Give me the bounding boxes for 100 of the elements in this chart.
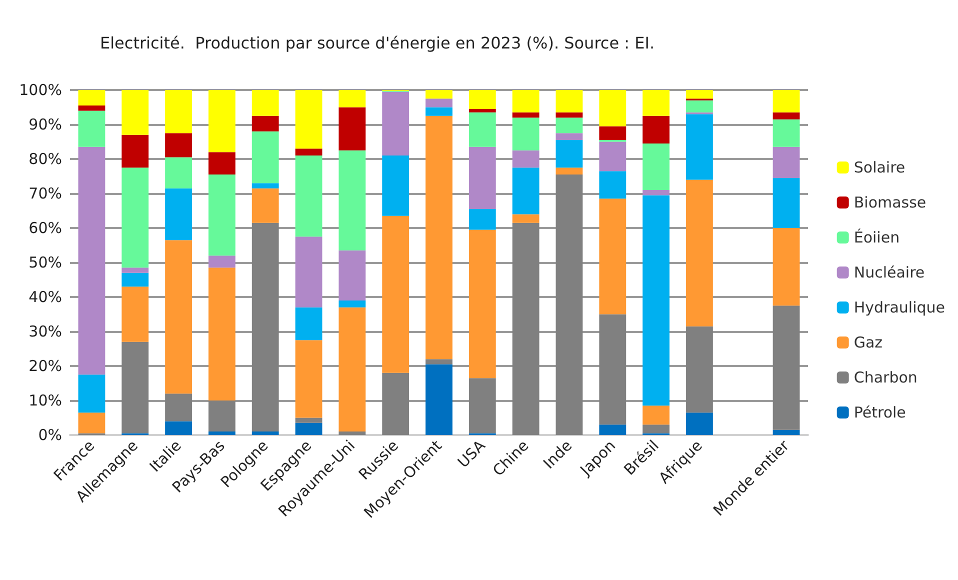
bar: [165, 133, 192, 158]
bar: [78, 90, 106, 106]
y-tick-label: 90%: [28, 116, 62, 134]
bar: [426, 98, 452, 108]
bar: [512, 112, 540, 118]
y-tick-label: 70%: [28, 184, 62, 202]
bar: [338, 90, 366, 108]
bar: [165, 394, 192, 422]
bar: [165, 240, 192, 394]
bar: [642, 190, 670, 196]
bar: [295, 418, 322, 423]
bar: [426, 116, 452, 360]
bar: [468, 378, 496, 434]
bar: [122, 134, 149, 168]
bar: [772, 146, 800, 178]
bar: [468, 112, 496, 147]
bar: [78, 374, 106, 413]
bar: [556, 118, 583, 134]
bar: [208, 268, 236, 400]
bar: [338, 432, 366, 435]
bar: [338, 150, 366, 250]
bar: [512, 90, 540, 112]
bar: [295, 236, 322, 308]
bar: [599, 314, 626, 425]
x-tick-label: USA: [454, 436, 490, 472]
y-tick-label: 0%: [38, 426, 62, 444]
bar: [642, 116, 670, 144]
bar: [426, 359, 452, 364]
bar: [772, 90, 800, 112]
legend-label: Biomasse: [854, 194, 926, 212]
bar: [642, 195, 670, 406]
bar: [426, 90, 452, 99]
bar: [338, 307, 366, 432]
bar: [122, 272, 149, 287]
y-tick-label: 50%: [28, 254, 62, 272]
bar: [468, 146, 496, 210]
legend-label: Éoiien: [854, 228, 900, 246]
bar: [599, 198, 626, 314]
bar: [772, 112, 800, 120]
bar: [686, 326, 713, 413]
bar: [382, 92, 410, 156]
y-tick-label: 30%: [28, 322, 62, 340]
y-tick-label: 60%: [28, 219, 62, 237]
bar: [468, 230, 496, 378]
y-tick-label: 40%: [28, 288, 62, 306]
bar: [512, 118, 540, 150]
legend-label: Charbon: [854, 368, 918, 386]
bar: [122, 342, 149, 434]
legend-label: Pétrole: [854, 404, 906, 422]
bar: [295, 307, 322, 340]
bar: [382, 372, 410, 435]
bar: [556, 140, 583, 168]
bar: [295, 340, 322, 418]
bar: [165, 188, 192, 240]
bar: [122, 268, 149, 273]
bar: [78, 412, 106, 434]
bar: [772, 178, 800, 228]
bar: [772, 430, 800, 435]
bar: [599, 171, 626, 199]
bar: [208, 90, 236, 152]
bar: [468, 209, 496, 230]
bar: [686, 90, 713, 99]
y-tick-label: 100%: [19, 81, 62, 99]
bar: [78, 106, 106, 111]
bar: [556, 174, 583, 435]
bar: [426, 107, 452, 116]
bar: [208, 152, 236, 175]
bar: [599, 126, 626, 140]
bar: [772, 306, 800, 430]
bar: [382, 156, 410, 216]
bar: [512, 222, 540, 435]
bar: [295, 90, 322, 149]
legend-label: Hydraulique: [854, 298, 946, 316]
bar: [252, 116, 279, 132]
bar: [208, 400, 236, 432]
bar: [642, 424, 670, 434]
bar: [772, 228, 800, 306]
bar: [165, 90, 192, 134]
bar: [252, 90, 279, 116]
legend-label: Solaire: [854, 158, 906, 176]
bar: [295, 156, 322, 237]
bar: [642, 90, 670, 116]
bar: [252, 188, 279, 223]
bar: [556, 90, 583, 112]
bar: [599, 90, 626, 126]
bar: [426, 364, 452, 435]
y-tick-label: 20%: [28, 357, 62, 375]
bar: [556, 112, 583, 118]
y-tick-label: 10%: [28, 392, 62, 410]
bar: [208, 174, 236, 256]
bar: [252, 432, 279, 435]
bar: [165, 157, 192, 188]
bar: [208, 256, 236, 268]
bar: [382, 216, 410, 373]
bar: [642, 143, 670, 190]
bar: [338, 107, 366, 150]
bar: [295, 422, 322, 435]
bar: [772, 119, 800, 147]
bar: [599, 142, 626, 172]
bar: [642, 406, 670, 425]
